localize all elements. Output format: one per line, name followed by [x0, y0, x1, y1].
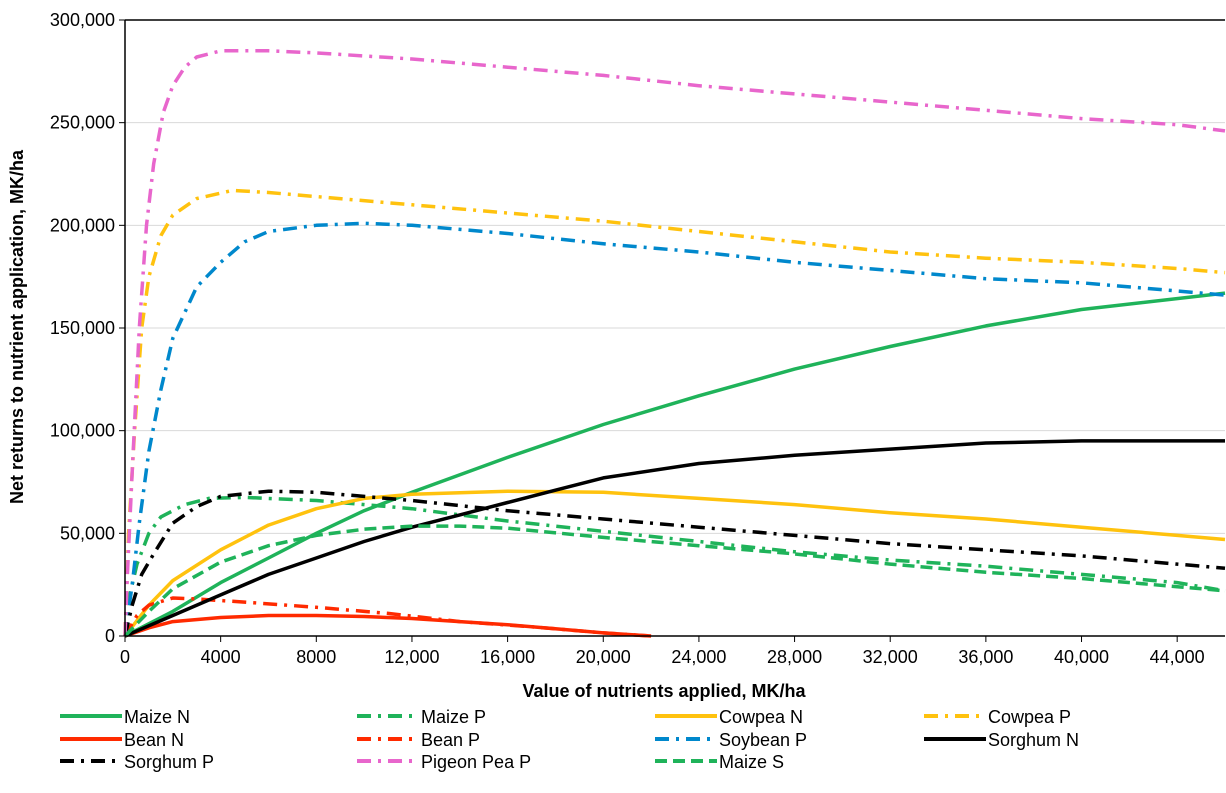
- x-tick-label-2: 8000: [296, 647, 336, 667]
- x-tick-label-7: 28,000: [767, 647, 822, 667]
- x-tick-label-5: 20,000: [576, 647, 631, 667]
- x-tick-label-0: 0: [120, 647, 130, 667]
- gridlines: [125, 19, 1225, 534]
- x-tick-label-11: 44,000: [1150, 647, 1205, 667]
- x-tick-label-8: 32,000: [863, 647, 918, 667]
- legend-label-8: Sorghum P: [124, 752, 214, 772]
- axes: [119, 19, 1225, 642]
- x-tick-labels: 0 4000 8000 12,000 16,000 20,000 24,000 28,000 3…: [120, 647, 1205, 667]
- legend-label-4: Bean N: [124, 730, 184, 750]
- series-line-cowpea-n: [123, 489, 1226, 638]
- legend-label-1: Maize P: [421, 707, 486, 727]
- legend-label-10: Maize S: [719, 752, 784, 772]
- y-tick-label-2: 100,000: [50, 421, 115, 441]
- legend: Maize N Maize P Cowpea N Cowpea P Bean N Bean…: [60, 707, 1079, 772]
- x-tick-label-10: 40,000: [1054, 647, 1109, 667]
- y-tick-labels: 0 50,000 100,000 150,000 200,000 250,000 300,0…: [50, 10, 115, 646]
- series-line-maize-s: [123, 524, 1226, 638]
- x-tick-label-3: 12,000: [384, 647, 439, 667]
- legend-label-2: Cowpea N: [719, 707, 803, 727]
- y-tick-label-3: 150,000: [50, 318, 115, 338]
- x-tick-label-6: 24,000: [671, 647, 726, 667]
- x-tick-label-1: 4000: [201, 647, 241, 667]
- series-line-sorghum-n: [124, 439, 1225, 638]
- y-tick-label-4: 200,000: [50, 215, 115, 235]
- y-tick-label-6: 300,000: [50, 10, 115, 30]
- series-line-maize-n: [124, 291, 1226, 638]
- series-line-bean-n: [124, 613, 652, 638]
- x-tick-label-4: 16,000: [480, 647, 535, 667]
- series-lines: [123, 49, 1226, 638]
- legend-label-7: Sorghum N: [988, 730, 1079, 750]
- legend-label-6: Soybean P: [719, 730, 807, 750]
- legend-label-5: Bean P: [421, 730, 480, 750]
- series-line-bean-p: [123, 596, 652, 638]
- legend-label-0: Maize N: [124, 707, 190, 727]
- series-line-cowpea-p: [123, 188, 1226, 637]
- series-line-maize-p: [123, 495, 1226, 637]
- series-line-pigeon-pea-p: [123, 49, 1226, 637]
- y-tick-label-1: 50,000: [60, 523, 115, 543]
- y-tick-label-5: 250,000: [50, 113, 115, 133]
- x-tick-label-9: 36,000: [958, 647, 1013, 667]
- y-tick-label-0: 0: [105, 626, 115, 646]
- series-line-soybean-p: [123, 221, 1226, 637]
- legend-label-3: Cowpea P: [988, 707, 1071, 727]
- series-line-sorghum-p: [123, 489, 1226, 637]
- legend-label-9: Pigeon Pea P: [421, 752, 531, 772]
- x-axis-label: Value of nutrients applied, MK/ha: [522, 681, 806, 701]
- y-axis-label: Net returns to nutrient application, MK/…: [7, 149, 27, 504]
